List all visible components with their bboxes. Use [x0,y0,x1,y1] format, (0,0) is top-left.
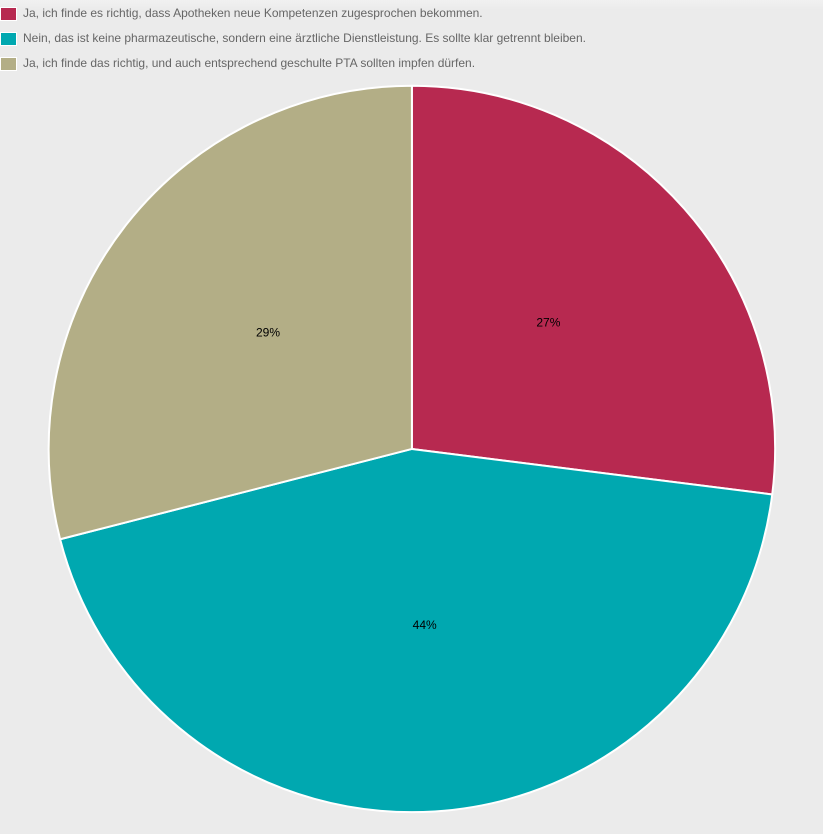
svg-text:29%: 29% [256,325,280,339]
svg-text:44%: 44% [413,618,437,632]
svg-text:27%: 27% [536,315,560,329]
